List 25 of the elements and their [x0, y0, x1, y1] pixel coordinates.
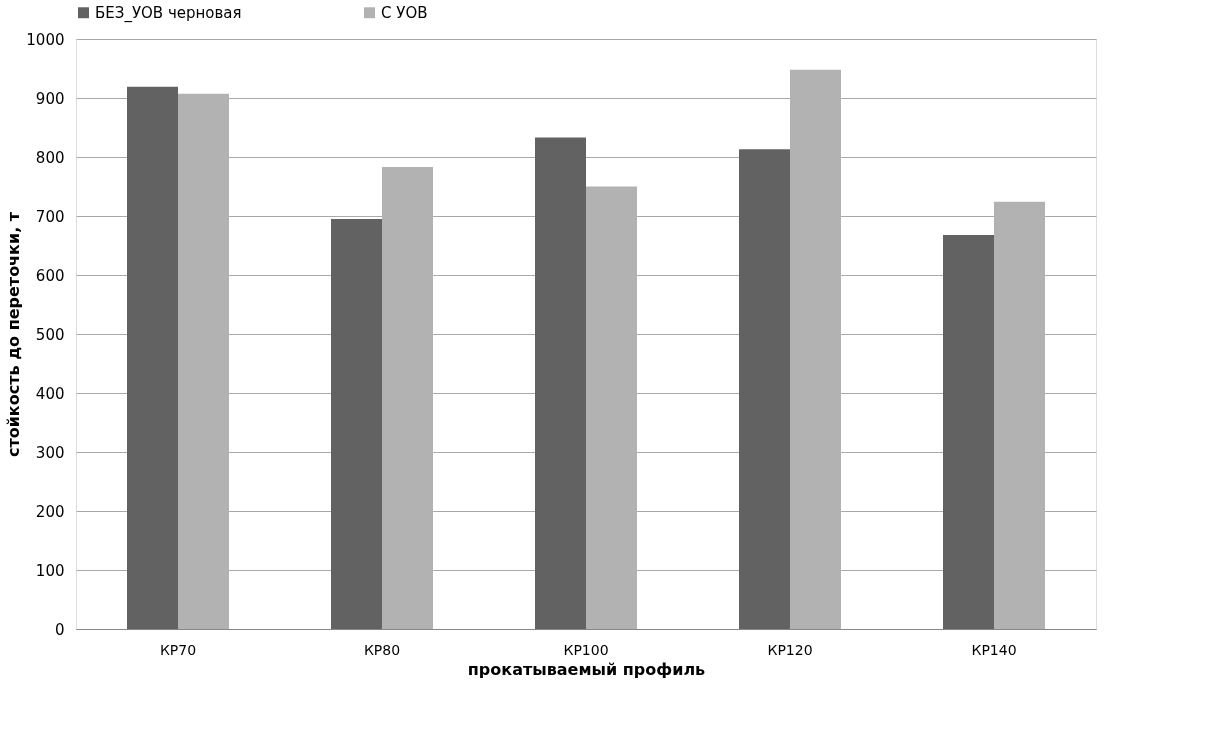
y-tick-label: 0: [54, 620, 65, 639]
y-tick-label: 400: [35, 384, 65, 403]
x-tick-label: КР70: [159, 641, 197, 658]
x-tick-label: КР100: [563, 641, 609, 658]
y-tick-label: 700: [35, 207, 65, 226]
y-tick-label: 1000: [26, 30, 65, 49]
bar: [739, 149, 790, 629]
legend-label: БЕЗ_УОВ черновая: [95, 3, 242, 23]
y-tick-label: 600: [35, 266, 65, 285]
y-tick-label: 200: [35, 502, 65, 521]
y-tick-label: 300: [35, 443, 65, 462]
y-tick-label: 800: [35, 148, 65, 167]
y-tick-label: 100: [35, 561, 65, 580]
y-axis-title: стойкость до переточки, т: [4, 211, 24, 458]
x-tick-label: КР140: [971, 641, 1017, 658]
x-tick-label: КР80: [363, 641, 401, 658]
x-tick-label: КР120: [767, 641, 813, 658]
legend-label: С УОВ: [381, 3, 428, 22]
x-axis-title: прокатываемый профиль: [467, 659, 706, 679]
bar: [127, 86, 178, 629]
y-tick-label: 500: [35, 325, 65, 344]
bar: [535, 137, 586, 629]
y-tick-label: 900: [35, 89, 65, 108]
bar: [943, 234, 994, 629]
bar: [331, 218, 382, 629]
